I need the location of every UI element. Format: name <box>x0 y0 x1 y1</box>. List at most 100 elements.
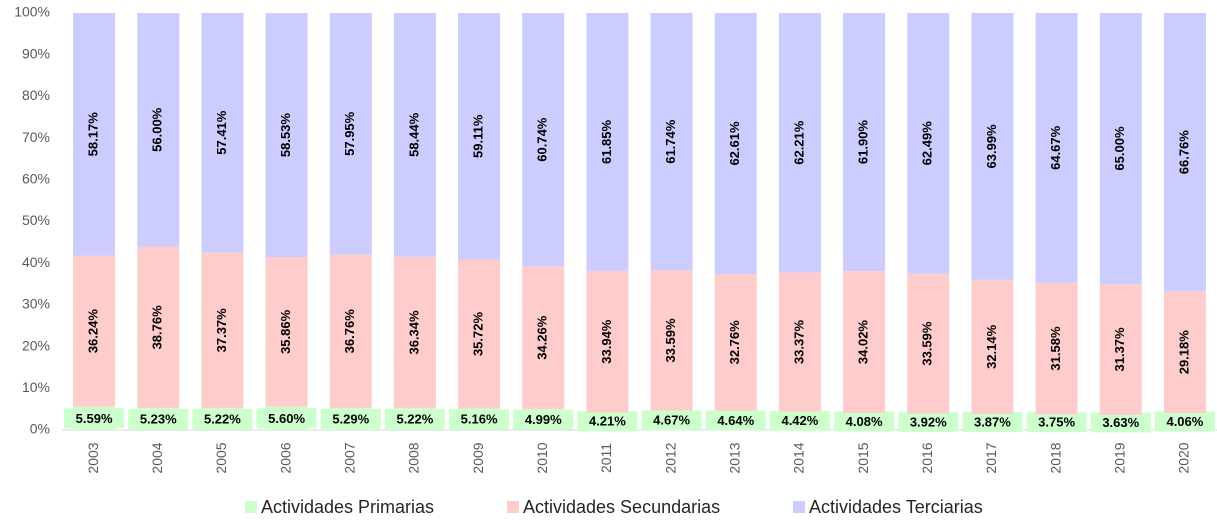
value-label: 5.59% <box>76 411 113 426</box>
value-label: 4.06% <box>1166 414 1203 429</box>
value-label: 32.76% <box>727 320 742 365</box>
bar-segment <box>907 13 950 274</box>
x-tick-label: 2013 <box>726 442 742 473</box>
value-label: 5.60% <box>268 411 305 426</box>
value-label: 65.00% <box>1112 126 1127 171</box>
legend-label: Actividades Secundarias <box>523 497 720 517</box>
value-label-box <box>769 410 830 431</box>
bar-segment <box>265 13 308 258</box>
value-label: 61.90% <box>856 120 871 165</box>
value-label: 36.34% <box>406 310 421 355</box>
value-label: 56.00% <box>150 107 165 152</box>
x-tick-label: 2020 <box>1176 442 1192 473</box>
value-label-box <box>834 411 895 432</box>
x-tick-label: 2019 <box>1111 442 1127 473</box>
y-tick-label: 10% <box>22 379 50 395</box>
legend-label: Actividades Primarias <box>261 497 434 517</box>
bar-segment <box>393 13 436 257</box>
value-label: 4.08% <box>846 414 883 429</box>
x-tick-label: 2006 <box>277 442 293 473</box>
value-label: 3.92% <box>910 414 947 429</box>
value-label-box <box>449 409 510 430</box>
bar-segment <box>201 252 244 409</box>
bar-segment <box>522 266 565 410</box>
bar-segment <box>843 13 886 272</box>
y-tick-label: 20% <box>22 337 50 353</box>
bar-segment <box>137 13 180 247</box>
bar-segment <box>586 13 629 271</box>
value-label: 4.21% <box>589 414 626 429</box>
bar-segment <box>714 274 757 411</box>
value-label: 60.74% <box>535 117 550 162</box>
value-label: 5.22% <box>396 412 433 427</box>
bar-segment <box>650 13 693 271</box>
bar-segment <box>714 12 757 275</box>
x-tick-label: 2003 <box>85 442 101 473</box>
value-label: 36.24% <box>86 309 101 354</box>
value-label: 31.37% <box>1112 327 1127 372</box>
legend-swatch <box>793 501 805 513</box>
bar-segment <box>650 270 693 411</box>
x-tick-label: 2017 <box>983 442 999 473</box>
x-tick-label: 2010 <box>534 442 550 473</box>
value-label: 3.75% <box>1038 415 1075 430</box>
x-tick-label: 2015 <box>855 442 871 473</box>
value-label-box <box>577 411 638 432</box>
bar-segment <box>971 279 1014 414</box>
bar-segment <box>843 271 886 413</box>
value-label: 31.58% <box>1048 326 1063 371</box>
value-label-box <box>898 411 959 432</box>
y-tick-label: 50% <box>22 212 50 228</box>
value-label: 36.76% <box>342 309 357 354</box>
value-label: 33.59% <box>920 321 935 366</box>
value-label: 34.26% <box>535 315 550 360</box>
value-label: 4.67% <box>653 413 690 428</box>
value-label: 59.11% <box>471 114 486 158</box>
x-tick-label: 2014 <box>791 442 807 473</box>
bar-segment <box>1035 13 1078 283</box>
bar-segment <box>458 259 501 409</box>
x-tick-label: 2012 <box>662 442 678 473</box>
legend-swatch <box>507 501 519 513</box>
bar-segment <box>458 13 501 260</box>
value-label: 4.99% <box>525 412 562 427</box>
value-label: 61.74% <box>663 119 678 164</box>
bar-segment <box>137 246 180 409</box>
bar-segment <box>1163 291 1206 414</box>
value-label-box <box>705 410 766 431</box>
value-label: 29.18% <box>1176 330 1191 375</box>
bar-segment <box>265 257 308 407</box>
value-label: 58.53% <box>278 113 293 158</box>
value-label: 61.85% <box>599 119 614 164</box>
value-label: 58.44% <box>406 112 421 157</box>
value-label: 4.64% <box>717 413 754 428</box>
value-label: 5.16% <box>461 412 498 427</box>
value-label: 3.63% <box>1102 415 1139 430</box>
x-tick-label: 2011 <box>598 443 614 473</box>
bar-segment <box>907 273 950 414</box>
y-tick-label: 90% <box>22 45 50 61</box>
value-label-box <box>64 408 125 429</box>
x-tick-label: 2009 <box>470 442 486 473</box>
value-label-box <box>1154 411 1215 432</box>
value-label: 58.17% <box>86 112 101 157</box>
value-label-box <box>320 408 381 429</box>
value-label: 32.14% <box>984 324 999 369</box>
value-label: 62.21% <box>791 120 806 165</box>
value-label-box <box>962 411 1023 432</box>
y-tick-label: 30% <box>22 296 50 312</box>
value-label: 62.49% <box>920 121 935 166</box>
value-label: 57.41% <box>214 110 229 155</box>
y-tick-label: 70% <box>22 129 50 145</box>
value-label: 33.37% <box>791 320 806 365</box>
bar-segment <box>73 255 116 407</box>
value-label-box <box>256 408 317 429</box>
bar-segment <box>201 13 244 253</box>
bar-segment <box>329 254 372 408</box>
bar-segment <box>1099 13 1142 285</box>
y-tick-label: 40% <box>22 254 50 270</box>
value-label: 66.76% <box>1176 130 1191 175</box>
bar-segment <box>778 13 821 273</box>
value-label-box <box>128 409 189 430</box>
